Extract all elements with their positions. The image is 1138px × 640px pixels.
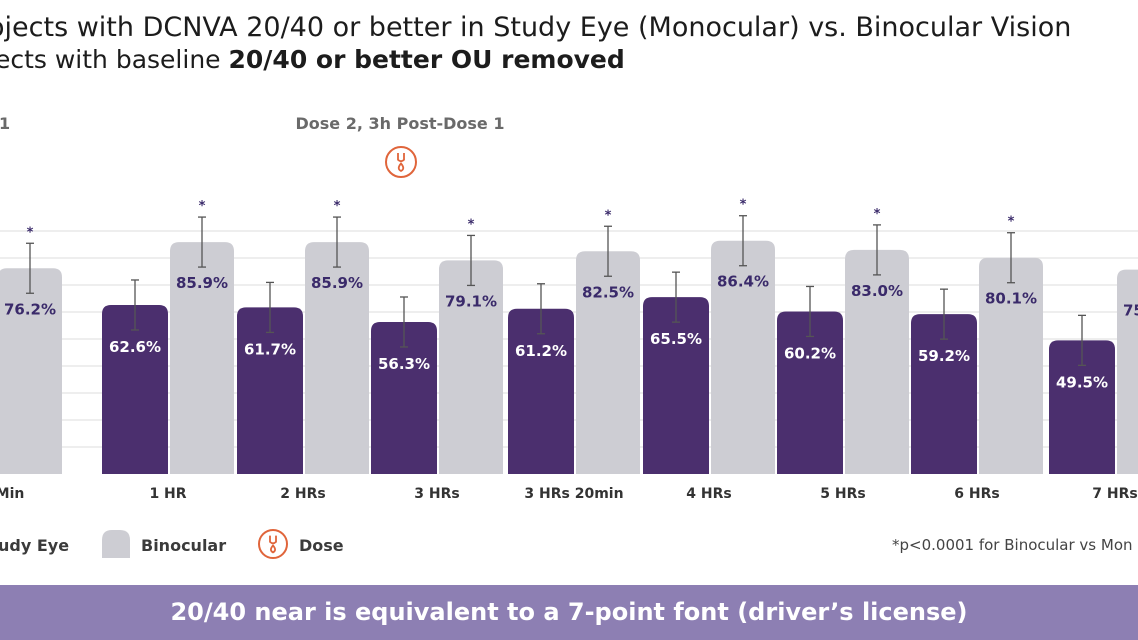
bar-study-eye — [777, 311, 843, 474]
dose-annotation-label: 1 — [0, 114, 10, 133]
footer-banner: 20/40 near is equivalent to a 7-point fo… — [0, 585, 1138, 640]
data-label-binocular: 75.7% — [1123, 302, 1138, 320]
bar-study-eye — [1049, 340, 1115, 474]
x-tick-label: 3 HRs 20min — [524, 486, 623, 502]
error-bar-binocular — [739, 215, 747, 267]
error-bar-study-eye — [400, 296, 408, 348]
bar-study-eye — [911, 314, 977, 474]
dose-icon-dropper — [397, 153, 405, 163]
legend-label-binocular: Binocular — [141, 536, 227, 555]
title-bold: 20/40 or better OU removed — [228, 45, 625, 74]
significance-marker: * — [468, 217, 475, 232]
footer-text: 20/40 near is equivalent to a 7-point fo… — [170, 598, 968, 626]
x-tick-label: Min — [0, 486, 24, 502]
data-label-study-eye: 56.3% — [378, 355, 430, 373]
data-label-binocular: 82.5% — [582, 283, 634, 301]
significance-marker: * — [740, 198, 747, 213]
error-bar-study-eye — [1078, 314, 1086, 367]
data-label-binocular: 85.9% — [311, 274, 363, 292]
error-bar-study-eye — [806, 285, 814, 338]
data-label-study-eye: 59.2% — [918, 347, 970, 365]
legend-dose-icon — [258, 529, 288, 559]
footnote: *p<0.0001 for Binocular vs Mon — [892, 536, 1133, 554]
dose-annotation-label: Dose 2, 3h Post-Dose 1 — [296, 114, 505, 133]
error-bar-binocular — [873, 224, 881, 276]
error-bar-binocular — [333, 216, 341, 268]
significance-marker: * — [605, 208, 612, 223]
bar-study-eye — [237, 307, 303, 474]
significance-marker: * — [199, 199, 206, 214]
error-bar-study-eye — [940, 288, 948, 340]
significance-marker: * — [1008, 215, 1015, 230]
bar-study-eye — [643, 297, 709, 474]
data-label-binocular: 86.4% — [717, 273, 769, 291]
data-label-study-eye: 61.7% — [244, 340, 296, 358]
error-bar-binocular — [26, 242, 34, 294]
bar-binocular — [711, 240, 775, 474]
bar-binocular — [0, 268, 62, 474]
bar-study-eye — [371, 321, 437, 474]
error-bar-binocular — [467, 234, 475, 287]
significance-marker: * — [874, 207, 881, 222]
dose-icon-drop — [397, 162, 405, 173]
chart-title-line2: jects with baseline 20/40 or better OU r… — [0, 45, 625, 74]
bar-study-eye — [508, 308, 574, 474]
bar-binocular — [979, 257, 1043, 474]
dose-icon-ring — [385, 146, 417, 178]
data-label-binocular: 79.1% — [445, 292, 497, 310]
significance-marker: * — [334, 199, 341, 214]
dose-icon-dropper — [269, 535, 277, 545]
title-prefix: jects with baseline — [0, 45, 229, 74]
x-tick-label: 5 HRs — [820, 486, 865, 502]
data-label-binocular: 85.9% — [176, 274, 228, 292]
bar-binocular — [845, 249, 909, 474]
bar-binocular — [305, 242, 369, 474]
data-label-study-eye: 60.2% — [784, 344, 836, 362]
data-label-binocular: 80.1% — [985, 290, 1037, 308]
dose-icon-ring — [258, 529, 288, 559]
bar-binocular — [1117, 269, 1138, 474]
data-label-study-eye: 49.5% — [1056, 373, 1108, 391]
error-bar-study-eye — [131, 279, 139, 331]
error-bar-binocular — [604, 225, 612, 277]
bar-binocular — [439, 260, 503, 474]
error-bar-study-eye — [672, 271, 680, 323]
error-bar-study-eye — [537, 283, 545, 335]
x-tick-label: 2 HRs — [280, 486, 325, 502]
x-tick-label: 3 HRs — [414, 486, 459, 502]
legend-label-dose: Dose — [299, 536, 344, 555]
legend-swatch-binocular — [102, 530, 130, 558]
significance-marker: * — [27, 225, 34, 240]
x-tick-label: 7 HRs — [1092, 486, 1137, 502]
x-tick-label: 1 HR — [149, 486, 186, 502]
data-label-binocular: 83.0% — [851, 282, 903, 300]
dose-icon — [385, 146, 417, 178]
data-label-binocular: 76.2% — [4, 300, 56, 318]
error-bar-binocular — [198, 216, 206, 268]
data-label-study-eye: 65.5% — [650, 330, 702, 348]
bar-study-eye — [102, 304, 168, 474]
data-label-study-eye: 62.6% — [109, 338, 161, 356]
error-bar-binocular — [1007, 232, 1015, 284]
x-tick-label: 6 HRs — [954, 486, 999, 502]
dose-icon-drop — [270, 544, 276, 554]
error-bar-study-eye — [266, 281, 274, 334]
x-tick-label: 4 HRs — [686, 486, 731, 502]
bar-binocular — [170, 242, 234, 474]
bar-chart: * 76.2% Min 62.6% * 85.9% 1 HR 61.7% * 85.9% 2 HRs… — [0, 114, 1138, 559]
data-label-study-eye: 61.2% — [515, 342, 567, 360]
bar-binocular — [576, 251, 640, 474]
chart-title-line1: ojects with DCNVA 20/40 or better in Stu… — [0, 12, 1072, 43]
legend-label-study-eye: udy Eye — [0, 536, 70, 555]
